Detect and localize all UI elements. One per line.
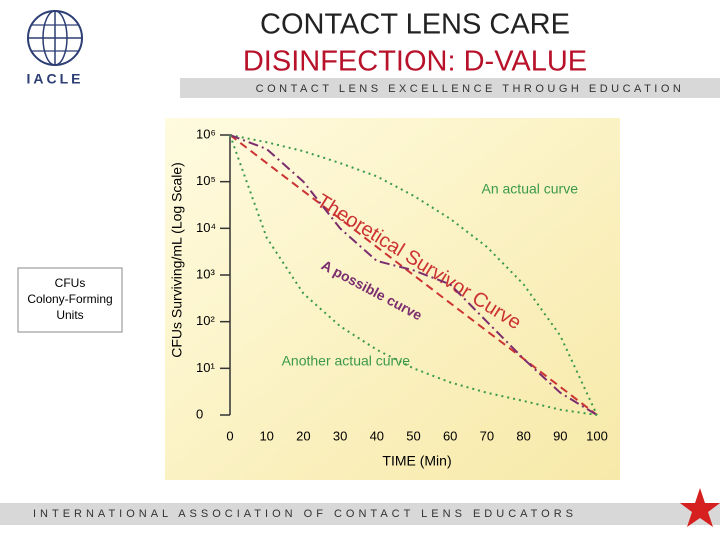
x-tick-label: 80 — [516, 428, 530, 443]
banner-text: CONTACT LENS EXCELLENCE THROUGH EDUCATIO… — [256, 83, 685, 95]
y-axis-label: CFUs Surviving/mL (Log Scale) — [169, 162, 185, 358]
logo: IACLE — [27, 10, 84, 87]
note-text: CFUs — [55, 276, 86, 290]
plot-background — [165, 118, 620, 480]
series-line — [229, 134, 598, 416]
y-tick-label: 10¹ — [196, 360, 215, 375]
star — [680, 488, 720, 527]
x-tick-label: 40 — [370, 428, 384, 443]
x-tick-label: 100 — [586, 428, 608, 443]
y-tick-label: 10³ — [196, 266, 215, 281]
x-tick-label: 20 — [296, 428, 310, 443]
x-tick-label: 60 — [443, 428, 457, 443]
subtitle: DISINFECTION: D-VALUE — [243, 46, 587, 78]
logo-text: IACLE — [27, 71, 84, 87]
x-tick-label: 50 — [406, 428, 420, 443]
note-text: Colony-Forming — [27, 292, 112, 306]
y-tick-label: 10⁶ — [196, 126, 216, 141]
series-label: Another actual curve — [282, 353, 411, 369]
y-tick-label: 10⁴ — [196, 220, 216, 235]
x-tick-label: 30 — [333, 428, 347, 443]
y-tick-label: 10² — [196, 313, 215, 328]
footer-text: INTERNATIONAL ASSOCIATION OF CONTACT LEN… — [33, 508, 577, 520]
x-tick-label: 90 — [553, 428, 567, 443]
x-axis-label: TIME (Min) — [382, 453, 451, 469]
x-tick-label: 0 — [226, 428, 233, 443]
y-tick-label: 10⁵ — [196, 173, 216, 188]
x-tick-label: 10 — [259, 428, 273, 443]
title: CONTACT LENS CARE — [260, 9, 570, 41]
x-tick-label: 70 — [480, 428, 494, 443]
series-label: An actual curve — [482, 181, 579, 197]
y-tick-label: 0 — [196, 406, 203, 421]
series-line — [229, 134, 598, 416]
footer-band — [0, 503, 720, 525]
banner — [180, 78, 720, 98]
note-box — [17, 267, 123, 333]
note-text: Units — [56, 308, 83, 322]
